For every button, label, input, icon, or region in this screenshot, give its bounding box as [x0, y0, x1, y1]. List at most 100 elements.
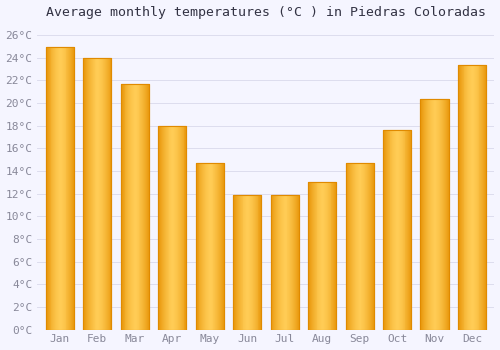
- Bar: [200, 163, 202, 330]
- Bar: [250, 195, 251, 330]
- Bar: [484, 65, 485, 330]
- Bar: [485, 65, 486, 330]
- Bar: [212, 163, 214, 330]
- Bar: [458, 65, 486, 330]
- Bar: [294, 195, 295, 330]
- Bar: [348, 163, 350, 330]
- Bar: [440, 99, 441, 330]
- Bar: [309, 182, 310, 330]
- Bar: [358, 163, 360, 330]
- Bar: [236, 195, 237, 330]
- Bar: [254, 195, 256, 330]
- Bar: [96, 58, 98, 330]
- Bar: [52, 47, 54, 330]
- Bar: [276, 195, 277, 330]
- Bar: [178, 126, 179, 330]
- Bar: [402, 130, 404, 330]
- Bar: [220, 163, 221, 330]
- Bar: [84, 58, 112, 330]
- Bar: [283, 195, 284, 330]
- Bar: [429, 99, 430, 330]
- Bar: [397, 130, 398, 330]
- Bar: [146, 84, 147, 330]
- Bar: [208, 163, 209, 330]
- Bar: [235, 195, 236, 330]
- Bar: [270, 195, 298, 330]
- Bar: [58, 47, 59, 330]
- Bar: [446, 99, 448, 330]
- Bar: [458, 65, 459, 330]
- Bar: [296, 195, 297, 330]
- Bar: [441, 99, 442, 330]
- Bar: [129, 84, 130, 330]
- Bar: [297, 195, 298, 330]
- Bar: [165, 126, 166, 330]
- Bar: [392, 130, 394, 330]
- Bar: [422, 99, 424, 330]
- Bar: [94, 58, 96, 330]
- Bar: [360, 163, 362, 330]
- Bar: [62, 47, 64, 330]
- Bar: [308, 182, 336, 330]
- Bar: [281, 195, 282, 330]
- Bar: [209, 163, 210, 330]
- Bar: [132, 84, 133, 330]
- Bar: [432, 99, 434, 330]
- Bar: [420, 99, 422, 330]
- Bar: [48, 47, 50, 330]
- Bar: [85, 58, 86, 330]
- Bar: [106, 58, 108, 330]
- Bar: [196, 163, 224, 330]
- Bar: [372, 163, 374, 330]
- Bar: [91, 58, 92, 330]
- Bar: [73, 47, 74, 330]
- Bar: [400, 130, 401, 330]
- Bar: [476, 65, 478, 330]
- Bar: [172, 126, 173, 330]
- Bar: [202, 163, 203, 330]
- Bar: [445, 99, 446, 330]
- Bar: [101, 58, 102, 330]
- Bar: [444, 99, 445, 330]
- Bar: [420, 99, 448, 330]
- Bar: [327, 182, 328, 330]
- Bar: [203, 163, 204, 330]
- Bar: [242, 195, 244, 330]
- Bar: [147, 84, 148, 330]
- Bar: [368, 163, 369, 330]
- Bar: [50, 47, 51, 330]
- Bar: [288, 195, 290, 330]
- Bar: [237, 195, 238, 330]
- Bar: [184, 126, 186, 330]
- Bar: [431, 99, 432, 330]
- Bar: [218, 163, 219, 330]
- Bar: [274, 195, 276, 330]
- Bar: [164, 126, 165, 330]
- Bar: [98, 58, 99, 330]
- Bar: [252, 195, 253, 330]
- Bar: [482, 65, 483, 330]
- Bar: [161, 126, 162, 330]
- Bar: [60, 47, 61, 330]
- Bar: [100, 58, 101, 330]
- Bar: [406, 130, 408, 330]
- Bar: [92, 58, 94, 330]
- Bar: [56, 47, 57, 330]
- Bar: [362, 163, 364, 330]
- Bar: [282, 195, 283, 330]
- Bar: [158, 126, 159, 330]
- Bar: [390, 130, 392, 330]
- Bar: [366, 163, 367, 330]
- Bar: [321, 182, 322, 330]
- Bar: [206, 163, 207, 330]
- Bar: [365, 163, 366, 330]
- Bar: [320, 182, 321, 330]
- Bar: [246, 195, 247, 330]
- Bar: [176, 126, 177, 330]
- Bar: [395, 130, 396, 330]
- Bar: [64, 47, 66, 330]
- Bar: [385, 130, 386, 330]
- Bar: [284, 195, 286, 330]
- Bar: [292, 195, 293, 330]
- Bar: [47, 47, 48, 330]
